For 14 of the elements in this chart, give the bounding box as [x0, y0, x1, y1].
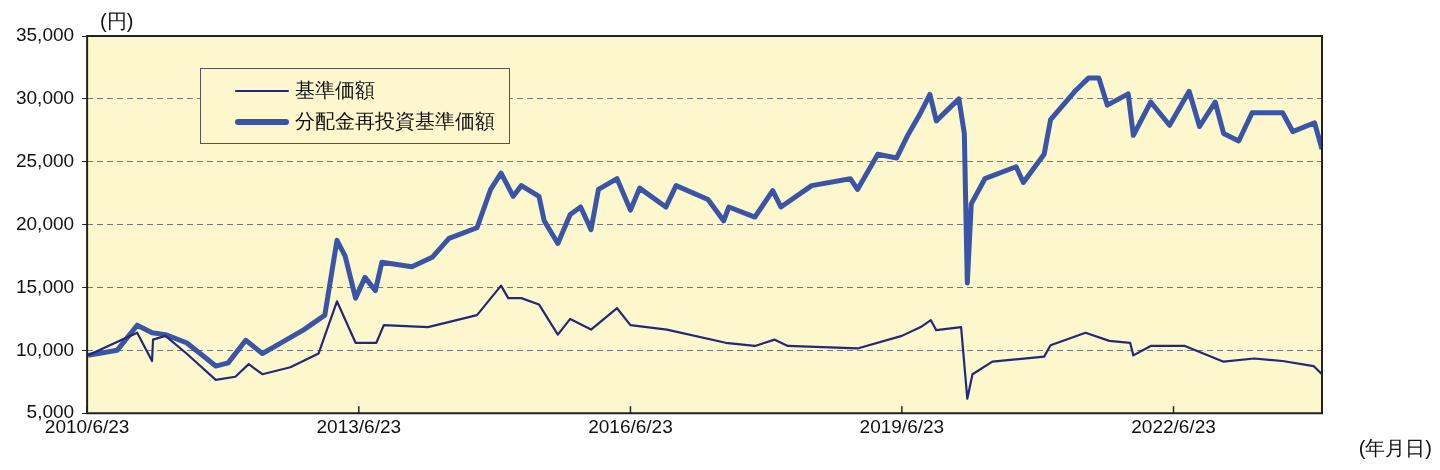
y-axis-title: (円) [100, 9, 134, 34]
legend-label: 分配金再投資基準価額 [295, 109, 495, 134]
x-tick-label: 2019/6/23 [859, 415, 945, 437]
y-tick-label: 30,000 [15, 87, 75, 109]
y-tick-label: 25,000 [15, 149, 75, 171]
x-tick-label: 2016/6/23 [588, 415, 673, 437]
y-tick-label: 10,000 [15, 338, 75, 360]
y-tick-label: 20,000 [15, 212, 75, 234]
x-tick-label: 2013/6/23 [316, 415, 402, 437]
y-tick-label: 35,000 [15, 24, 75, 46]
x-axis-title: (年月日) [1358, 436, 1432, 461]
x-tick-label: 2022/6/23 [1131, 415, 1216, 437]
legend-label: 基準価額 [295, 78, 375, 103]
y-tick-label: 15,000 [15, 275, 75, 297]
